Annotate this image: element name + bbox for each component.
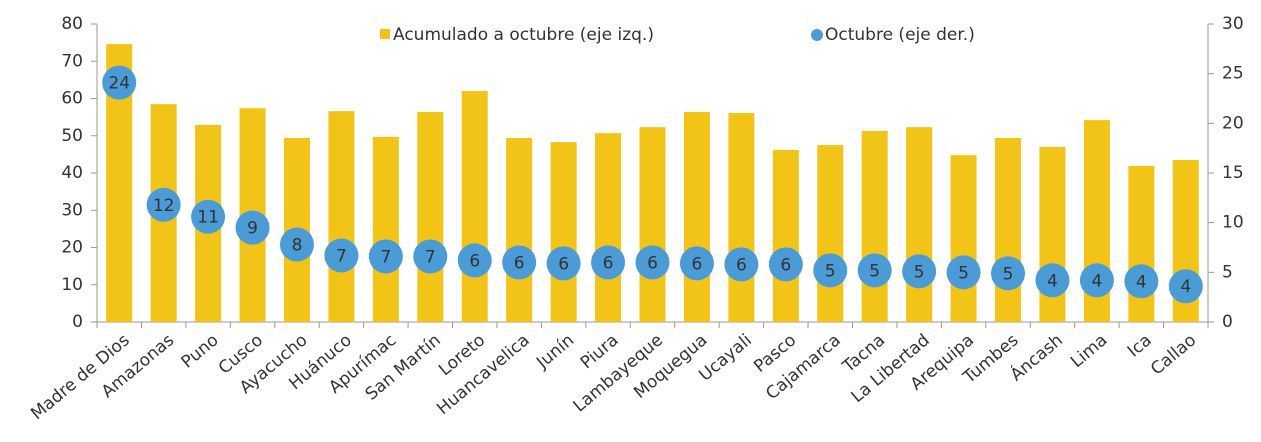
data-label: 4 bbox=[1136, 272, 1147, 292]
dot bbox=[991, 256, 1026, 291]
dot bbox=[1168, 269, 1203, 304]
y-tick-label: 80 bbox=[61, 14, 83, 34]
dot bbox=[502, 245, 537, 280]
data-label: 6 bbox=[780, 255, 791, 275]
y-tick-label: 60 bbox=[61, 89, 83, 109]
data-label: 7 bbox=[425, 247, 436, 267]
bar bbox=[950, 155, 977, 322]
y-tick-label: 20 bbox=[61, 238, 83, 258]
data-label: 4 bbox=[1180, 277, 1191, 297]
data-label: 6 bbox=[647, 253, 658, 273]
bar bbox=[906, 127, 933, 323]
bar bbox=[861, 130, 888, 322]
x-tick-label: Puno bbox=[178, 330, 223, 372]
legend-label: Octubre (eje der.) bbox=[825, 25, 975, 45]
y2-tick-label: 0 bbox=[1222, 312, 1233, 332]
data-label: 4 bbox=[1047, 271, 1058, 291]
bar bbox=[683, 111, 710, 322]
dot bbox=[457, 243, 492, 278]
dot bbox=[324, 238, 359, 273]
data-label: 12 bbox=[153, 196, 175, 216]
bar bbox=[506, 137, 533, 322]
dot bbox=[768, 247, 803, 282]
bar bbox=[372, 136, 399, 322]
y-tick-label: 50 bbox=[61, 126, 83, 146]
dot bbox=[591, 245, 626, 280]
data-label: 5 bbox=[958, 263, 969, 283]
dot bbox=[279, 227, 314, 262]
bar bbox=[328, 111, 355, 322]
data-label: 6 bbox=[558, 254, 569, 274]
dot bbox=[1124, 264, 1159, 299]
dot bbox=[235, 210, 270, 245]
y-tick-label: 40 bbox=[61, 163, 83, 183]
data-label: 6 bbox=[692, 254, 703, 274]
dot bbox=[1079, 263, 1114, 298]
bar bbox=[995, 137, 1022, 322]
bar bbox=[595, 133, 622, 322]
y-tick-label: 10 bbox=[61, 275, 83, 295]
data-label: 8 bbox=[292, 236, 303, 256]
data-label: 5 bbox=[1003, 264, 1014, 284]
bar bbox=[1128, 165, 1155, 322]
legend-label: Acumulado a octubre (eje izq.) bbox=[393, 25, 654, 45]
data-label: 5 bbox=[825, 261, 836, 281]
y2-tick-label: 5 bbox=[1222, 262, 1233, 282]
dot bbox=[146, 187, 181, 222]
bar bbox=[772, 149, 799, 322]
x-tick-label: Callao bbox=[1147, 330, 1200, 379]
dot bbox=[813, 253, 848, 288]
dot bbox=[635, 245, 670, 280]
y-tick-label: 70 bbox=[61, 51, 83, 71]
data-label: 6 bbox=[603, 253, 614, 273]
data-label: 7 bbox=[380, 247, 391, 267]
x-tick-label: Junín bbox=[532, 330, 578, 373]
x-tick-label: Ica bbox=[1124, 330, 1156, 361]
y2-tick-label: 30 bbox=[1222, 14, 1244, 34]
data-label: 7 bbox=[336, 246, 347, 266]
bar bbox=[817, 145, 844, 322]
dot bbox=[102, 65, 137, 100]
data-label: 5 bbox=[869, 261, 880, 281]
dot bbox=[413, 239, 448, 274]
data-label: 6 bbox=[514, 253, 525, 273]
legend-swatch bbox=[380, 29, 390, 39]
data-label: 11 bbox=[197, 208, 219, 228]
bar bbox=[461, 91, 488, 322]
y2-tick-label: 10 bbox=[1222, 213, 1244, 233]
dot bbox=[724, 247, 759, 282]
data-label: 6 bbox=[469, 251, 480, 271]
bar bbox=[550, 142, 577, 322]
data-label: 5 bbox=[914, 262, 925, 282]
data-label: 4 bbox=[1091, 271, 1102, 291]
dot bbox=[191, 199, 226, 234]
y-tick-label: 0 bbox=[72, 312, 83, 332]
legend-swatch bbox=[811, 29, 823, 41]
dot bbox=[857, 253, 892, 288]
bar bbox=[728, 113, 755, 322]
dot bbox=[368, 239, 403, 274]
data-label: 24 bbox=[108, 74, 130, 94]
dot bbox=[679, 246, 714, 281]
bar bbox=[639, 127, 666, 323]
dot bbox=[546, 246, 581, 281]
bar bbox=[417, 111, 444, 322]
y2-tick-label: 20 bbox=[1222, 113, 1244, 133]
data-label: 9 bbox=[247, 219, 258, 239]
y-tick-label: 30 bbox=[61, 200, 83, 220]
dot bbox=[946, 255, 981, 290]
data-label: 6 bbox=[736, 255, 747, 275]
x-tick-label: Lima bbox=[1067, 330, 1111, 372]
y2-tick-label: 25 bbox=[1222, 64, 1244, 84]
dot bbox=[1035, 263, 1070, 298]
dot bbox=[902, 254, 937, 289]
y2-tick-label: 15 bbox=[1222, 163, 1244, 183]
